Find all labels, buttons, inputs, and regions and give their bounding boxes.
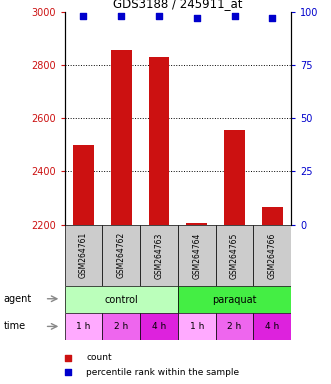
Text: time: time: [3, 321, 25, 331]
Bar: [178, 225, 216, 286]
Bar: [149, 57, 169, 225]
Text: 4 h: 4 h: [152, 322, 166, 331]
Text: paraquat: paraquat: [213, 295, 257, 305]
Text: percentile rank within the sample: percentile rank within the sample: [86, 368, 239, 377]
Bar: [262, 207, 283, 225]
Text: GSM264761: GSM264761: [79, 232, 88, 278]
Point: [156, 13, 162, 19]
Bar: [216, 225, 254, 286]
Text: GSM264765: GSM264765: [230, 232, 239, 278]
Bar: [140, 225, 178, 286]
Bar: [65, 286, 178, 313]
Bar: [254, 225, 291, 286]
Text: 2 h: 2 h: [114, 322, 128, 331]
Text: 2 h: 2 h: [227, 322, 242, 331]
Bar: [216, 313, 254, 340]
Bar: [102, 313, 140, 340]
Text: 1 h: 1 h: [190, 322, 204, 331]
Bar: [224, 130, 245, 225]
Point: [270, 15, 275, 21]
Bar: [102, 225, 140, 286]
Text: GSM264762: GSM264762: [117, 232, 126, 278]
Text: GSM264764: GSM264764: [192, 232, 201, 278]
Text: agent: agent: [3, 294, 31, 304]
Text: count: count: [86, 353, 112, 362]
Point: [81, 13, 86, 19]
Point: [232, 13, 237, 19]
Text: control: control: [104, 295, 138, 305]
Bar: [254, 313, 291, 340]
Bar: [178, 313, 216, 340]
Text: 4 h: 4 h: [265, 322, 279, 331]
Bar: [140, 313, 178, 340]
Bar: [178, 286, 291, 313]
Bar: [111, 50, 132, 225]
Bar: [186, 223, 207, 225]
Text: 1 h: 1 h: [76, 322, 91, 331]
Bar: [65, 313, 102, 340]
Text: GSM264763: GSM264763: [155, 232, 164, 278]
Text: GSM264766: GSM264766: [268, 232, 277, 278]
Title: GDS3188 / 245911_at: GDS3188 / 245911_at: [113, 0, 243, 10]
Point: [194, 15, 200, 21]
Bar: [65, 225, 102, 286]
Point: [65, 355, 71, 361]
Bar: [73, 145, 94, 225]
Point: [118, 13, 124, 19]
Point: [65, 369, 71, 376]
